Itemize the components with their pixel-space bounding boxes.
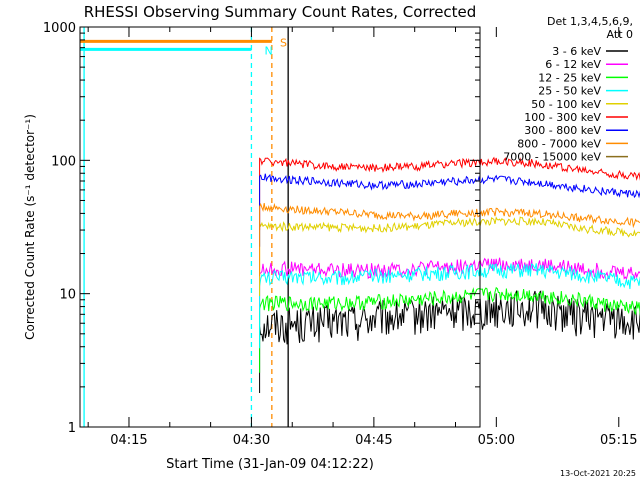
legend-header-attenuator: Att 0 bbox=[607, 28, 633, 41]
legend-label-100-300-kev: 100 - 300 keV bbox=[524, 111, 601, 124]
x-tick-label: 04:30 bbox=[233, 433, 270, 448]
series-line-12-25-kev bbox=[259, 286, 640, 373]
y-tick-label: 1 bbox=[68, 421, 76, 436]
plot-frame bbox=[79, 26, 481, 428]
series-line-3-6-kev bbox=[259, 290, 640, 393]
x-tick-label: 05:00 bbox=[478, 433, 515, 448]
y-tick-label: 1000 bbox=[43, 21, 76, 36]
series-group bbox=[259, 156, 640, 393]
legend-header-detectors: Det 1,3,4,5,6,9, bbox=[547, 15, 633, 28]
legend-label-25-50-kev: 25 - 50 keV bbox=[538, 85, 601, 98]
x-axis-label: Start Time (31-Jan-09 04:12:22) bbox=[166, 457, 374, 472]
legend-label-800-7000-kev: 800 - 7000 keV bbox=[517, 137, 601, 150]
series-line-50-100-kev bbox=[259, 216, 640, 296]
series-line-800-7000-kev bbox=[259, 202, 640, 277]
flag-annotation-n: N bbox=[264, 44, 272, 57]
x-tick-label: 05:15 bbox=[600, 433, 637, 448]
series-line-25-50-kev bbox=[259, 263, 640, 349]
flag-annotation-s: S bbox=[280, 36, 287, 49]
series-line-6-12-kev bbox=[259, 257, 640, 340]
legend-label-300-800-kev: 300 - 800 keV bbox=[524, 124, 601, 137]
x-tick-label: 04:45 bbox=[355, 433, 392, 448]
legend-label-7000-15000-kev: 7000 - 15000 keV bbox=[503, 151, 601, 164]
series-line-100-300-kev bbox=[259, 156, 640, 231]
legend-label-6-12-kev: 6 - 12 keV bbox=[545, 58, 601, 71]
flag-lines-group: SN bbox=[80, 27, 289, 427]
y-tick-label: 10 bbox=[59, 288, 76, 303]
y-tick-label: 100 bbox=[51, 154, 76, 169]
y-axis-label: Corrected Count Rate (s⁻¹ detector⁻¹) bbox=[23, 114, 37, 340]
x-tick-label: 04:15 bbox=[110, 433, 147, 448]
axes-group: 110100100004:1504:3004:4505:0005:1505:30… bbox=[43, 21, 638, 448]
legend-label-12-25-kev: 12 - 25 keV bbox=[538, 71, 601, 84]
chart-title: RHESSI Observing Summary Count Rates, Co… bbox=[84, 3, 477, 21]
legend-label-50-100-kev: 50 - 100 keV bbox=[531, 98, 601, 111]
legend-label-3-6-kev: 3 - 6 keV bbox=[552, 45, 601, 58]
series-line-300-800-kev bbox=[259, 173, 640, 247]
footer-timestamp: 13-Oct-2021 20:25 bbox=[560, 469, 636, 478]
